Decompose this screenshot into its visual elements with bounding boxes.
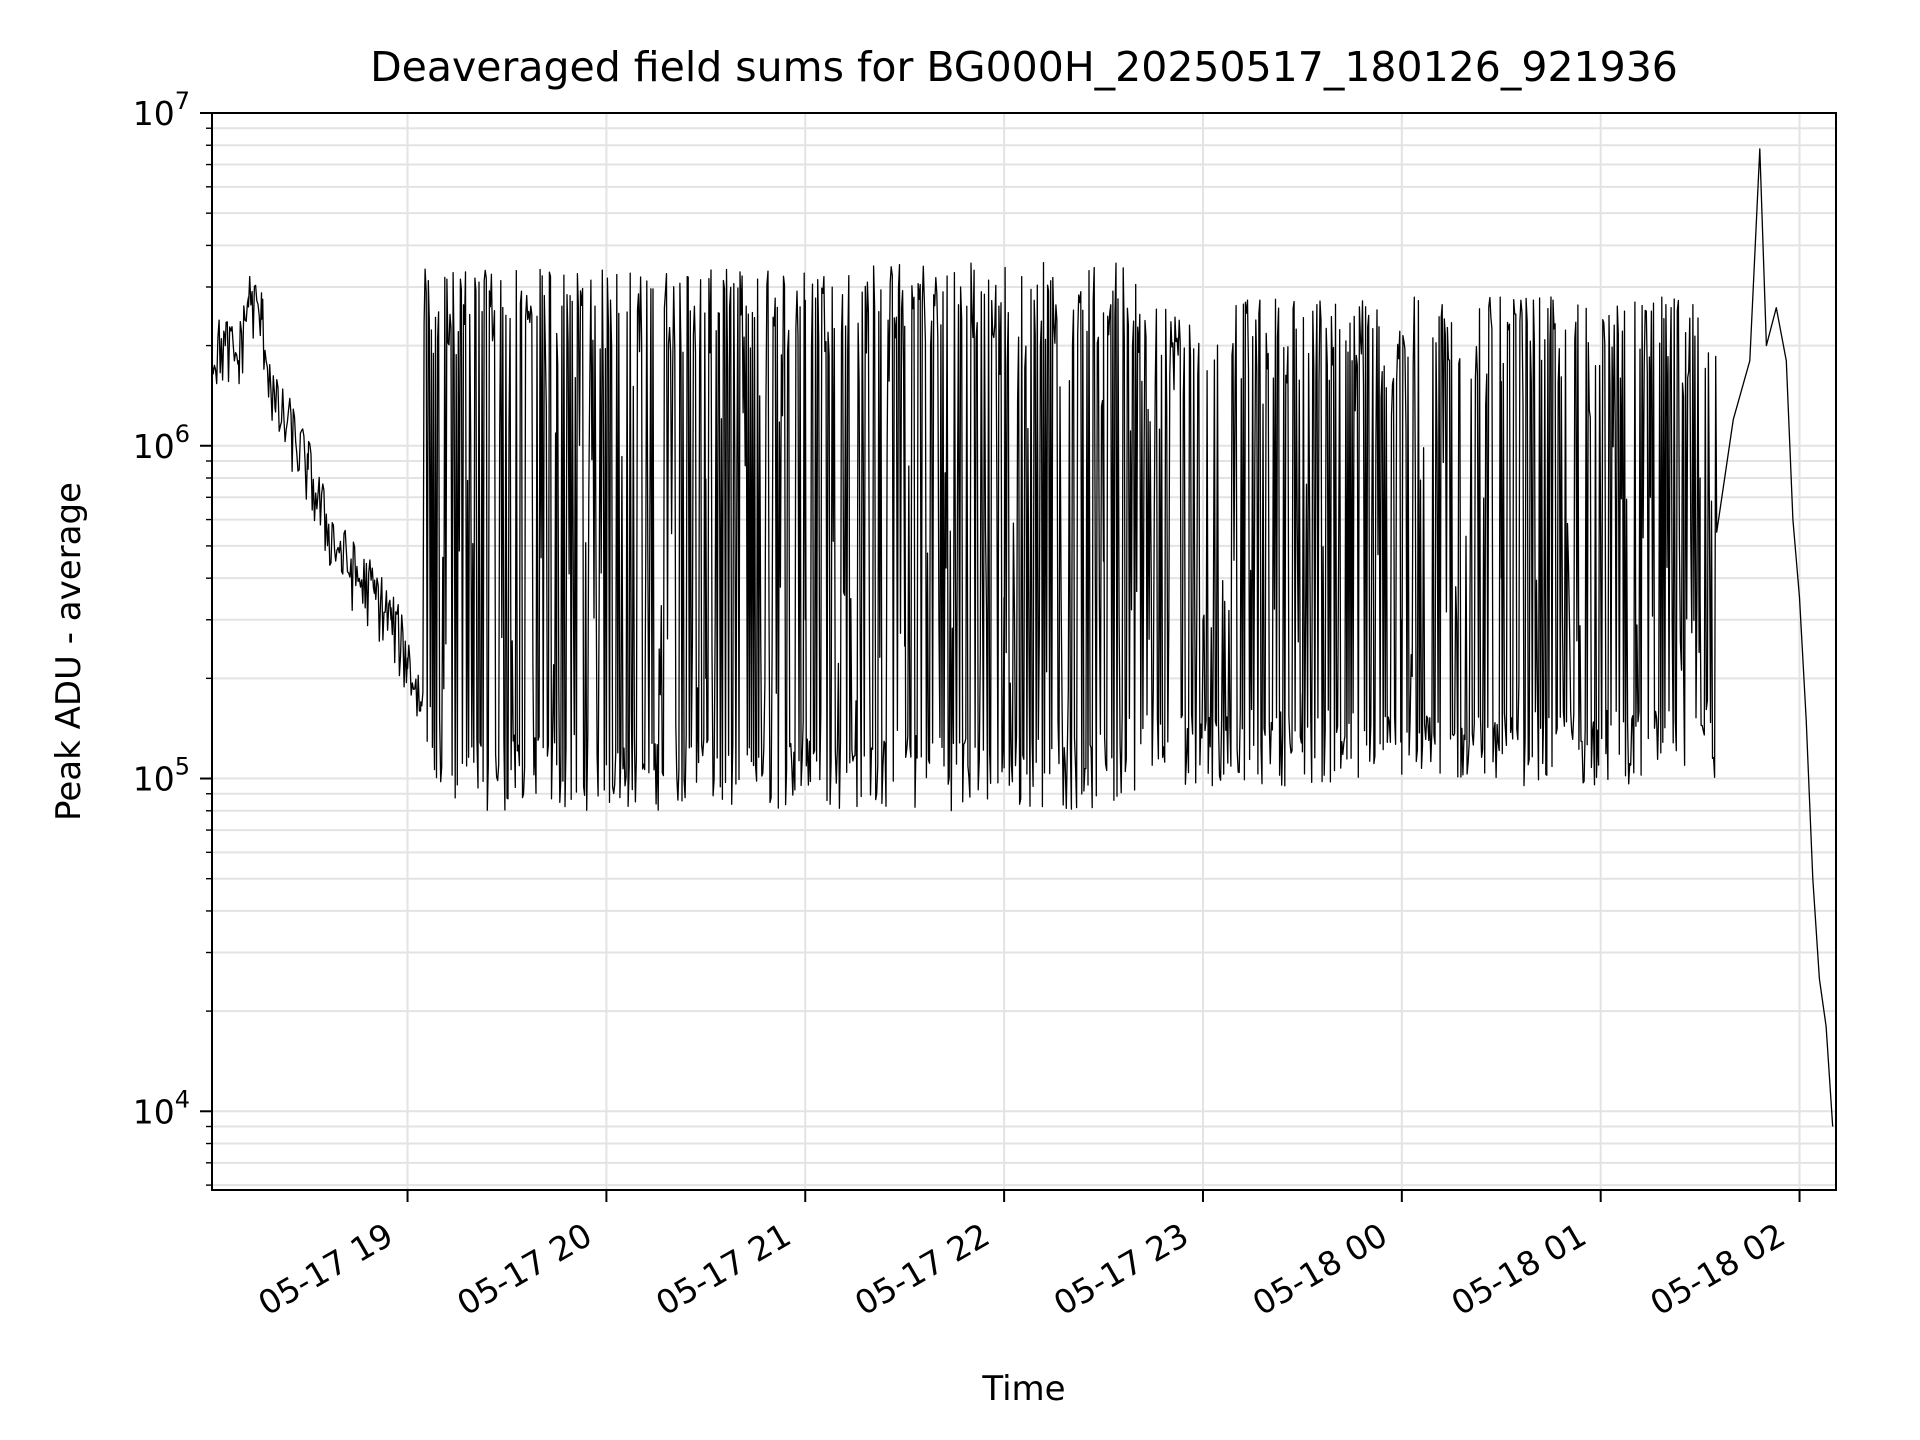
series-line xyxy=(211,148,1834,1127)
chart-title: Deaveraged field sums for BG000H_2025051… xyxy=(370,43,1678,91)
y-tick-label: 105 xyxy=(133,753,190,799)
y-axis-title: Peak ADU - average xyxy=(49,482,89,821)
grid xyxy=(212,112,1836,1190)
y-tick-label: 106 xyxy=(133,420,190,466)
y-tick-label: 104 xyxy=(133,1085,190,1131)
plot-frame xyxy=(211,112,1837,1191)
x-axis-title: Time xyxy=(981,1369,1065,1409)
y-tick-label: 107 xyxy=(133,87,190,133)
plot-lines xyxy=(211,148,1834,1127)
